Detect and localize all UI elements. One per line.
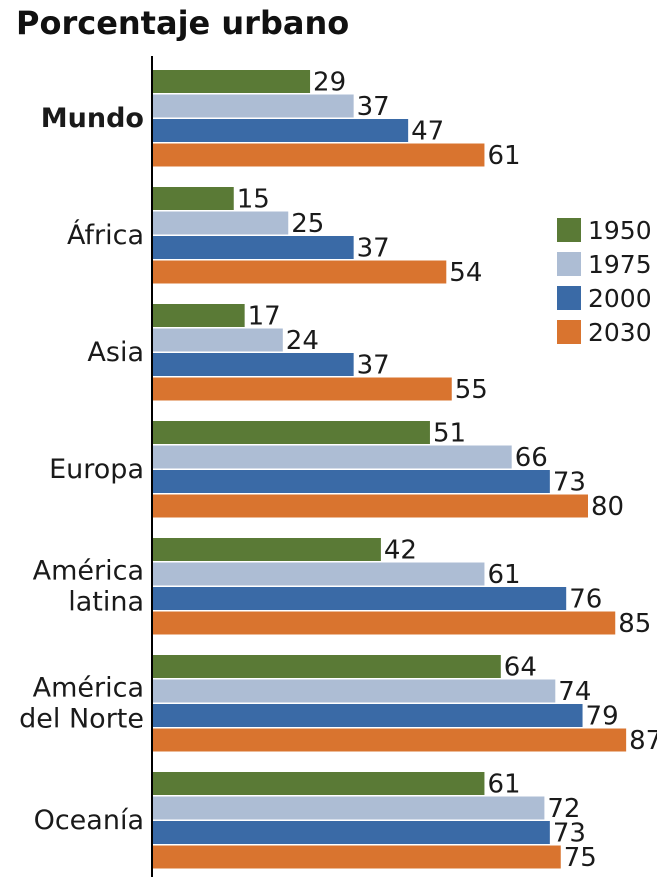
data-label-america-del-norte-2000: 79 — [586, 702, 619, 732]
data-label-america-latina-2000: 76 — [569, 585, 602, 615]
data-label-africa-1950: 15 — [237, 185, 270, 215]
legend-swatch-2000 — [557, 286, 581, 310]
bar-oceania-2030 — [152, 845, 561, 869]
category-label-africa: África — [67, 219, 144, 251]
data-label-mundo-2000: 47 — [411, 117, 444, 147]
category-label-mundo: Mundo — [41, 103, 144, 134]
legend-label-1975: 1975 — [588, 250, 652, 279]
category-label-america-latina-line-2: latina — [68, 587, 144, 618]
bar-europa-2030 — [152, 494, 588, 518]
data-label-asia-2030: 55 — [455, 375, 488, 405]
data-label-america-latina-2030: 85 — [618, 609, 651, 639]
data-label-america-del-norte-1975: 74 — [558, 677, 591, 707]
bar-asia-1975 — [152, 328, 283, 352]
bar-africa-2030 — [152, 260, 447, 284]
bar-asia-1950 — [152, 304, 245, 327]
legend-label-2030: 2030 — [588, 318, 652, 347]
data-label-europa-1950: 51 — [433, 419, 466, 449]
data-label-america-latina-1975: 61 — [487, 560, 520, 590]
legend-swatch-1950 — [557, 218, 581, 242]
data-label-asia-1950: 17 — [248, 302, 281, 332]
chart-title: Porcentaje urbano — [16, 4, 350, 42]
bar-mundo-2030 — [152, 143, 485, 167]
data-label-asia-1975: 24 — [286, 326, 319, 356]
data-label-america-del-norte-1950: 64 — [504, 653, 537, 683]
category-label-america-latina-line-1: América — [33, 556, 144, 587]
bar-america-latina-1975 — [152, 562, 485, 586]
bar-mundo-1975 — [152, 94, 354, 118]
data-label-oceania-2000: 73 — [553, 819, 586, 849]
data-label-mundo-1975: 37 — [357, 92, 390, 122]
bar-africa-1950 — [152, 187, 234, 210]
bar-oceania-2000 — [152, 821, 550, 844]
bar-america-latina-1950 — [152, 538, 381, 561]
bar-america-del-norte-2000 — [152, 704, 583, 727]
bar-america-latina-2030 — [152, 611, 616, 635]
category-label-europa: Europa — [49, 454, 144, 485]
data-label-europa-2000: 73 — [553, 468, 586, 498]
bar-africa-2000 — [152, 236, 354, 259]
category-label-asia: Asia — [87, 337, 144, 368]
legend-label-1950: 1950 — [588, 216, 652, 245]
data-label-mundo-1950: 29 — [313, 68, 346, 98]
bar-europa-1950 — [152, 421, 430, 444]
legend-label-2000: 2000 — [588, 284, 652, 313]
data-label-asia-2000: 37 — [357, 351, 390, 381]
bar-asia-2000 — [152, 353, 354, 376]
data-label-america-del-norte-2030: 87 — [629, 726, 657, 756]
data-label-africa-1975: 25 — [291, 209, 324, 239]
data-label-oceania-2030: 75 — [564, 843, 597, 873]
bar-america-del-norte-2030 — [152, 728, 627, 752]
data-label-oceania-1975: 72 — [547, 794, 580, 824]
legend: 1950 1975 2000 2030 — [557, 216, 652, 347]
bar-america-del-norte-1950 — [152, 655, 501, 678]
data-label-mundo-2030: 61 — [487, 141, 520, 171]
category-label-oceania: Oceanía — [34, 805, 144, 836]
data-label-europa-1975: 66 — [515, 443, 548, 473]
data-label-america-latina-1950: 42 — [384, 536, 417, 566]
category-label-america-del-norte-line-2: del Norte — [19, 704, 144, 735]
bar-europa-2000 — [152, 470, 550, 493]
data-label-africa-2000: 37 — [357, 234, 390, 264]
bar-oceania-1975 — [152, 796, 545, 820]
bar-america-latina-2000 — [152, 587, 567, 610]
bar-africa-1975 — [152, 211, 289, 235]
category-label-america-del-norte-line-1: América — [33, 673, 144, 704]
legend-swatch-1975 — [557, 252, 581, 276]
data-label-oceania-1950: 61 — [487, 770, 520, 800]
data-label-africa-2030: 54 — [449, 258, 482, 288]
bar-america-del-norte-1975 — [152, 679, 556, 703]
bar-mundo-2000 — [152, 119, 409, 142]
bar-asia-2030 — [152, 377, 452, 401]
bar-mundo-1950 — [152, 70, 311, 93]
bar-europa-1975 — [152, 445, 512, 469]
data-label-europa-2030: 80 — [591, 492, 624, 522]
legend-swatch-2030 — [557, 320, 581, 344]
bar-oceania-1950 — [152, 772, 485, 795]
